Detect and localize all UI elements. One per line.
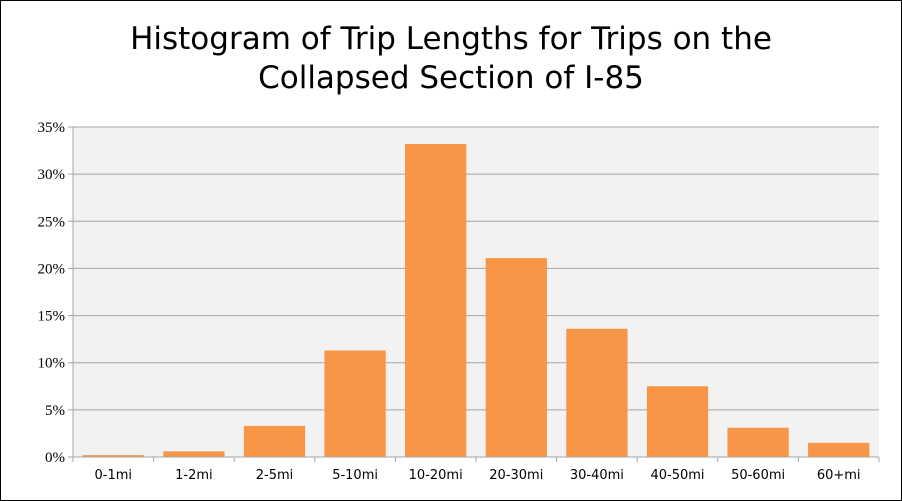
- y-tick-label: 5%: [45, 403, 65, 419]
- bars: [82, 143, 870, 457]
- bar-0-1mi: [82, 455, 144, 457]
- x-tick-label: 40-50mi: [650, 468, 704, 483]
- x-tick-labels: 0-1mi 1-2mi 2-5mi 5-10mi 10-20mi 20-30mi 30-40…: [95, 468, 861, 483]
- x-tick-label: 30-40mi: [570, 468, 624, 483]
- y-tick-label: 0%: [45, 450, 65, 466]
- bar-60+mi: [808, 442, 870, 457]
- bar-2-5mi: [243, 425, 306, 457]
- bar-40-50mi: [646, 386, 709, 457]
- x-tick-label: 2-5mi: [256, 468, 294, 483]
- x-tick-label: 20-30mi: [489, 468, 543, 483]
- chart-title-line-1: Histogram of Trip Lengths for Trips on t…: [130, 21, 772, 57]
- bar-10-20mi: [405, 143, 467, 457]
- y-tick-label: 15%: [38, 309, 66, 325]
- gridlines: [68, 126, 879, 458]
- x-tick-label: 0-1mi: [95, 468, 133, 483]
- y-tick-labels: 0% 5% 10% 15% 20% 25% 30% 35%: [38, 120, 66, 466]
- y-tick-label: 20%: [38, 261, 66, 277]
- plot-area: [73, 127, 879, 457]
- y-tick-label: 35%: [38, 120, 66, 136]
- y-tick-label: 25%: [38, 214, 66, 230]
- bar-30-40mi: [566, 328, 628, 457]
- x-tick-label: 1-2mi: [175, 468, 213, 483]
- y-tick-label: 30%: [38, 167, 66, 183]
- bar-5-10mi: [324, 350, 386, 457]
- axes: [72, 127, 880, 462]
- x-tick-label: 10-20mi: [409, 468, 463, 483]
- x-tick-label: 5-10mi: [332, 468, 378, 483]
- x-tick-label: 60+mi: [817, 468, 861, 483]
- bar-50-60mi: [727, 427, 789, 457]
- chart-title-line-2: Collapsed Section of I-85: [258, 60, 644, 96]
- bar-1-2mi: [163, 451, 225, 457]
- chart-title: Histogram of Trip Lengths for Trips on t…: [0, 20, 902, 98]
- y-tick-label: 10%: [38, 356, 66, 372]
- x-tick-label: 50-60mi: [731, 468, 785, 483]
- bar-20-30mi: [485, 258, 547, 457]
